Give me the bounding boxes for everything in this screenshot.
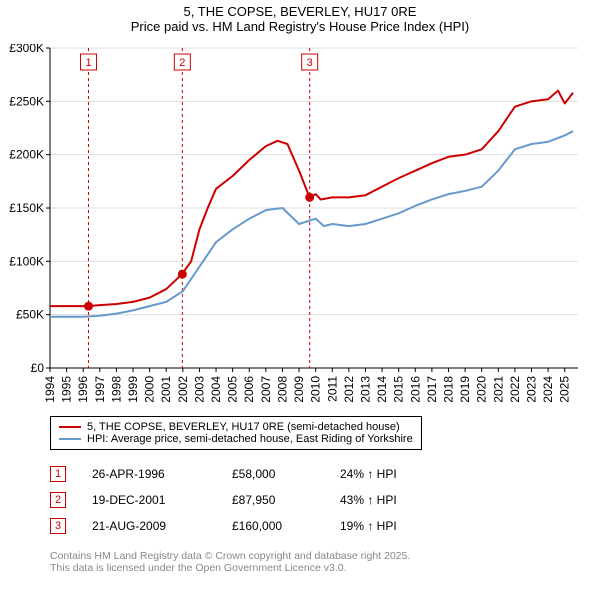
title-line1: 5, THE COPSE, BEVERLEY, HU17 0RE — [0, 4, 600, 19]
sale-row: 2 19-DEC-2001 £87,950 43% ↑ HPI — [50, 492, 550, 508]
svg-text:2004: 2004 — [209, 376, 223, 403]
svg-text:2009: 2009 — [292, 376, 306, 403]
svg-text:2001: 2001 — [159, 376, 173, 403]
svg-text:1998: 1998 — [109, 376, 123, 403]
sale-date: 19-DEC-2001 — [92, 493, 165, 507]
legend-label: HPI: Average price, semi-detached house,… — [87, 433, 413, 445]
svg-text:2016: 2016 — [408, 376, 422, 403]
chart-container: 5, THE COPSE, BEVERLEY, HU17 0RE Price p… — [0, 0, 600, 590]
sale-badge: 1 — [50, 466, 66, 482]
svg-text:2: 2 — [179, 57, 185, 69]
sale-row: 3 21-AUG-2009 £160,000 19% ↑ HPI — [50, 518, 550, 534]
svg-text:2020: 2020 — [475, 376, 489, 403]
svg-text:1995: 1995 — [60, 376, 74, 403]
svg-text:£300K: £300K — [9, 44, 44, 55]
sale-badge: 3 — [50, 518, 66, 534]
footer: Contains HM Land Registry data © Crown c… — [50, 550, 410, 574]
svg-text:2002: 2002 — [176, 376, 190, 403]
svg-text:2005: 2005 — [226, 376, 240, 403]
svg-text:£250K: £250K — [9, 94, 44, 108]
footer-line1: Contains HM Land Registry data © Crown c… — [50, 550, 410, 562]
sale-price: £160,000 — [232, 519, 282, 533]
sale-price: £87,950 — [232, 493, 275, 507]
svg-text:£200K: £200K — [9, 148, 44, 162]
svg-text:3: 3 — [307, 57, 313, 69]
title-line2: Price paid vs. HM Land Registry's House … — [0, 19, 600, 34]
svg-text:2023: 2023 — [525, 376, 539, 403]
svg-text:2024: 2024 — [541, 376, 555, 403]
svg-text:£100K: £100K — [9, 254, 44, 268]
sale-date: 26-APR-1996 — [92, 467, 165, 481]
svg-text:2012: 2012 — [342, 376, 356, 403]
svg-text:2014: 2014 — [375, 376, 389, 403]
svg-text:2011: 2011 — [325, 376, 339, 402]
sale-pct: 43% ↑ HPI — [340, 493, 397, 507]
svg-text:1996: 1996 — [76, 376, 90, 403]
svg-text:1: 1 — [85, 57, 91, 69]
svg-text:2006: 2006 — [242, 376, 256, 403]
legend-row: 5, THE COPSE, BEVERLEY, HU17 0RE (semi-d… — [59, 421, 413, 433]
svg-text:1994: 1994 — [43, 376, 57, 403]
svg-text:£150K: £150K — [9, 201, 44, 215]
legend-swatch — [59, 426, 81, 428]
svg-text:2008: 2008 — [275, 376, 289, 403]
chart-svg: £0£50K£100K£150K£200K£250K£300K199419951… — [0, 44, 600, 414]
sale-price: £58,000 — [232, 467, 275, 481]
footer-line2: This data is licensed under the Open Gov… — [50, 562, 410, 574]
svg-text:2025: 2025 — [558, 376, 572, 403]
svg-text:2018: 2018 — [441, 376, 455, 403]
svg-text:£0: £0 — [31, 361, 45, 375]
sale-pct: 24% ↑ HPI — [340, 467, 397, 481]
svg-text:1997: 1997 — [93, 376, 107, 403]
svg-text:£50K: £50K — [16, 308, 44, 322]
svg-text:2000: 2000 — [143, 376, 157, 403]
sale-pct: 19% ↑ HPI — [340, 519, 397, 533]
svg-text:2003: 2003 — [192, 376, 206, 403]
legend-row: HPI: Average price, semi-detached house,… — [59, 433, 413, 445]
svg-text:2017: 2017 — [425, 376, 439, 403]
svg-text:2007: 2007 — [259, 376, 273, 403]
sale-date: 21-AUG-2009 — [92, 519, 166, 533]
svg-text:2010: 2010 — [309, 376, 323, 403]
svg-text:2019: 2019 — [458, 376, 472, 403]
svg-text:2022: 2022 — [508, 376, 522, 403]
sale-badge: 2 — [50, 492, 66, 508]
svg-text:2013: 2013 — [358, 376, 372, 403]
svg-text:2015: 2015 — [392, 376, 406, 403]
legend-swatch — [59, 438, 81, 440]
svg-text:1999: 1999 — [126, 376, 140, 403]
svg-text:2021: 2021 — [491, 376, 505, 403]
sale-row: 1 26-APR-1996 £58,000 24% ↑ HPI — [50, 466, 550, 482]
legend: 5, THE COPSE, BEVERLEY, HU17 0RE (semi-d… — [50, 416, 422, 450]
legend-label: 5, THE COPSE, BEVERLEY, HU17 0RE (semi-d… — [87, 421, 400, 433]
